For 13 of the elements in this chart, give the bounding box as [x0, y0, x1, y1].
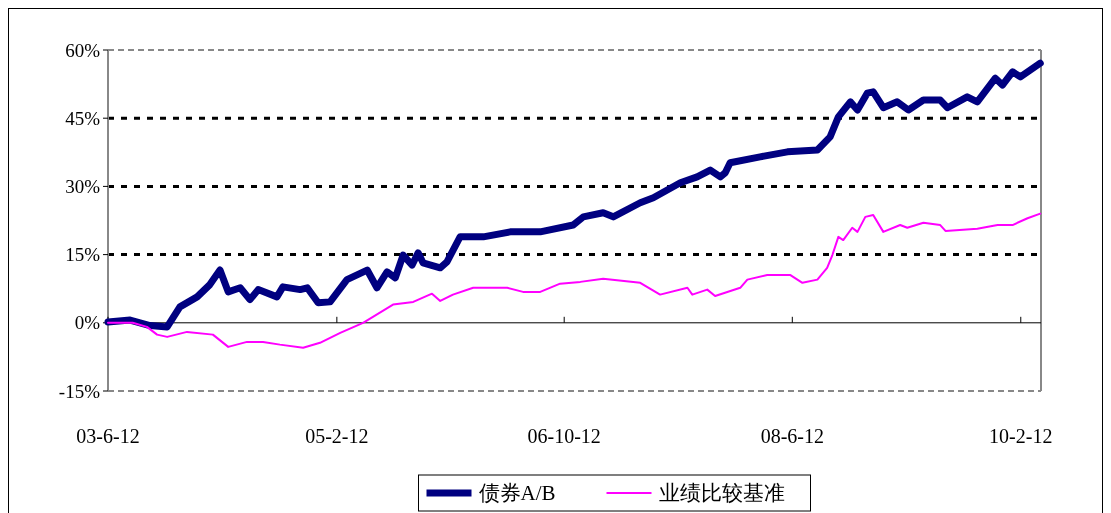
x-tick-label: 08-6-12 [760, 425, 824, 447]
y-tick-label: 0% [74, 312, 101, 334]
x-tick-label: 03-6-12 [76, 425, 140, 447]
legend-label: 业绩比较基准 [658, 481, 785, 506]
y-tick-label: 15% [65, 244, 101, 266]
x-tick-label: 05-2-12 [305, 425, 369, 447]
x-tick-label: 06-10-12 [527, 425, 601, 447]
y-tick-label: 60% [65, 39, 101, 61]
y-tick-label: 30% [65, 176, 101, 198]
legend-label: 债券A/B [478, 481, 556, 506]
y-tick-label: -15% [58, 380, 101, 402]
x-tick-label: 10-2-12 [989, 425, 1053, 447]
y-tick-label: 45% [65, 107, 101, 129]
